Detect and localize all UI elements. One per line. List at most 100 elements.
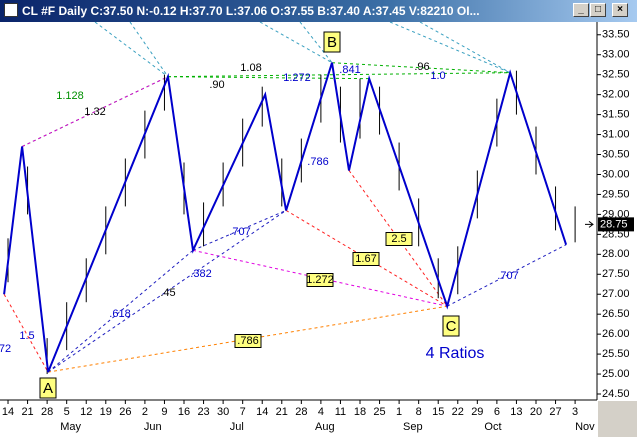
x-tick-label: 14 [2, 406, 14, 418]
ratio-label: 72 [0, 343, 11, 355]
x-tick-label: 27 [549, 406, 561, 418]
label-box [385, 232, 413, 246]
ratio-label: 1.0 [430, 70, 445, 82]
last-price-box [598, 217, 634, 232]
ratio-label: .786 [307, 156, 328, 168]
ratio-label: 1.272 [306, 274, 334, 286]
ratio-label: .707 [229, 226, 250, 238]
ratio-label: .841 [339, 64, 360, 76]
month-label: Jun [144, 421, 162, 433]
month-label: Oct [484, 421, 501, 433]
y-tick-label: 27.00 [602, 288, 630, 300]
x-tick-label: 6 [494, 406, 500, 418]
ratio-line [192, 209, 287, 251]
x-tick-label: 18 [354, 406, 366, 418]
y-tick-label: 25.00 [602, 368, 630, 380]
point-label: C [446, 318, 457, 335]
y-tick-label: 26.50 [602, 308, 630, 320]
x-tick-label: 25 [373, 406, 385, 418]
x-tick-label: 5 [64, 406, 70, 418]
ratio-label: .618 [109, 308, 130, 320]
month-label: Jul [230, 421, 244, 433]
point-label: B [327, 34, 337, 51]
x-tick-label: 19 [100, 406, 112, 418]
ratio-label: .382 [190, 268, 211, 280]
x-tick-label: 3 [572, 406, 578, 418]
ratio-label: 1.08 [240, 62, 261, 74]
ratio-label: .90 [209, 79, 224, 91]
label-box [352, 252, 380, 266]
month-label: Nov [575, 421, 595, 433]
ratio-line [47, 249, 194, 373]
label-box [442, 315, 460, 337]
x-tick-label: 14 [256, 406, 268, 418]
ratio-line [389, 21, 511, 74]
x-tick-label: 15 [432, 406, 444, 418]
month-label: May [60, 421, 81, 433]
x-tick-label: 12 [80, 406, 92, 418]
x-tick-label: 11 [335, 406, 346, 418]
last-price: 28.75 [600, 218, 628, 230]
app-icon [4, 3, 18, 17]
y-tick-label: 29.00 [602, 208, 630, 220]
x-tick-label: 21 [276, 406, 288, 418]
ratio-label: 1.32 [84, 106, 105, 118]
x-tick-label: 28 [41, 406, 53, 418]
y-tick-label: 30.00 [602, 168, 630, 180]
x-tick-label: 26 [119, 406, 131, 418]
ratio-label: 1.272 [283, 72, 311, 84]
y-tick-label: 26.00 [602, 328, 630, 340]
corner [598, 401, 637, 437]
minimize-button[interactable]: _ [573, 3, 589, 17]
last-price-arrow [585, 220, 594, 228]
y-tick-label: 25.50 [602, 348, 630, 360]
x-tick-label: 4 [318, 406, 324, 418]
ratio-line [129, 21, 169, 77]
y-tick-label: 33.50 [602, 29, 630, 41]
x-tick-label: 9 [161, 406, 167, 418]
maximize-button[interactable]: □ [590, 3, 606, 17]
y-tick-label: 33.00 [602, 49, 630, 61]
plot [3, 21, 576, 375]
y-tick-label: 27.50 [602, 268, 630, 280]
ratio-label: 1.128 [56, 90, 84, 102]
x-tick-label: 20 [530, 406, 542, 418]
y-tick-label: 28.00 [602, 248, 630, 260]
month-label: Sep [403, 421, 423, 433]
ratio-line [192, 249, 448, 307]
zigzag-line [3, 62, 568, 373]
close-button[interactable]: × [612, 3, 628, 17]
y-tick-label: 31.50 [602, 109, 630, 121]
label-box [306, 273, 334, 287]
x-tick-label: 7 [240, 406, 246, 418]
window-title: CL #F Daily C:37.50 N:-0.12 H:37.70 L:37… [22, 4, 480, 18]
ratio-label: .786 [237, 335, 258, 347]
ratio-line [21, 76, 169, 147]
ratio-label: 1.67 [355, 253, 376, 265]
ratio-label: 1.5 [19, 330, 34, 342]
y-tick-label: 32.50 [602, 69, 630, 81]
x-tick-label: 28 [295, 406, 307, 418]
x-tick-label: 21 [21, 406, 33, 418]
x-tick-label: 29 [471, 406, 483, 418]
x-tick-label: 23 [197, 406, 209, 418]
ratio-line [446, 244, 567, 307]
y-tick-label: 31.00 [602, 128, 630, 140]
ratio-line [259, 21, 333, 64]
y-tick-label: 24.50 [602, 388, 630, 400]
ratio-line [3, 293, 49, 373]
x-tick-label: 13 [510, 406, 522, 418]
month-label: Aug [315, 421, 335, 433]
ratio-line [285, 209, 448, 307]
ratio-line [348, 170, 448, 307]
ratio-label: .96 [414, 61, 429, 73]
ratio-label: .707 [497, 270, 518, 282]
x-tick-label: 2 [142, 406, 148, 418]
y-tick-label: 29.50 [602, 188, 630, 200]
caption: 4 Ratios [426, 345, 485, 362]
title-bar: CL #F Daily C:37.50 N:-0.12 H:37.70 L:37… [0, 0, 637, 22]
y-tick-label: 32.00 [602, 89, 630, 101]
label-box [323, 31, 341, 53]
